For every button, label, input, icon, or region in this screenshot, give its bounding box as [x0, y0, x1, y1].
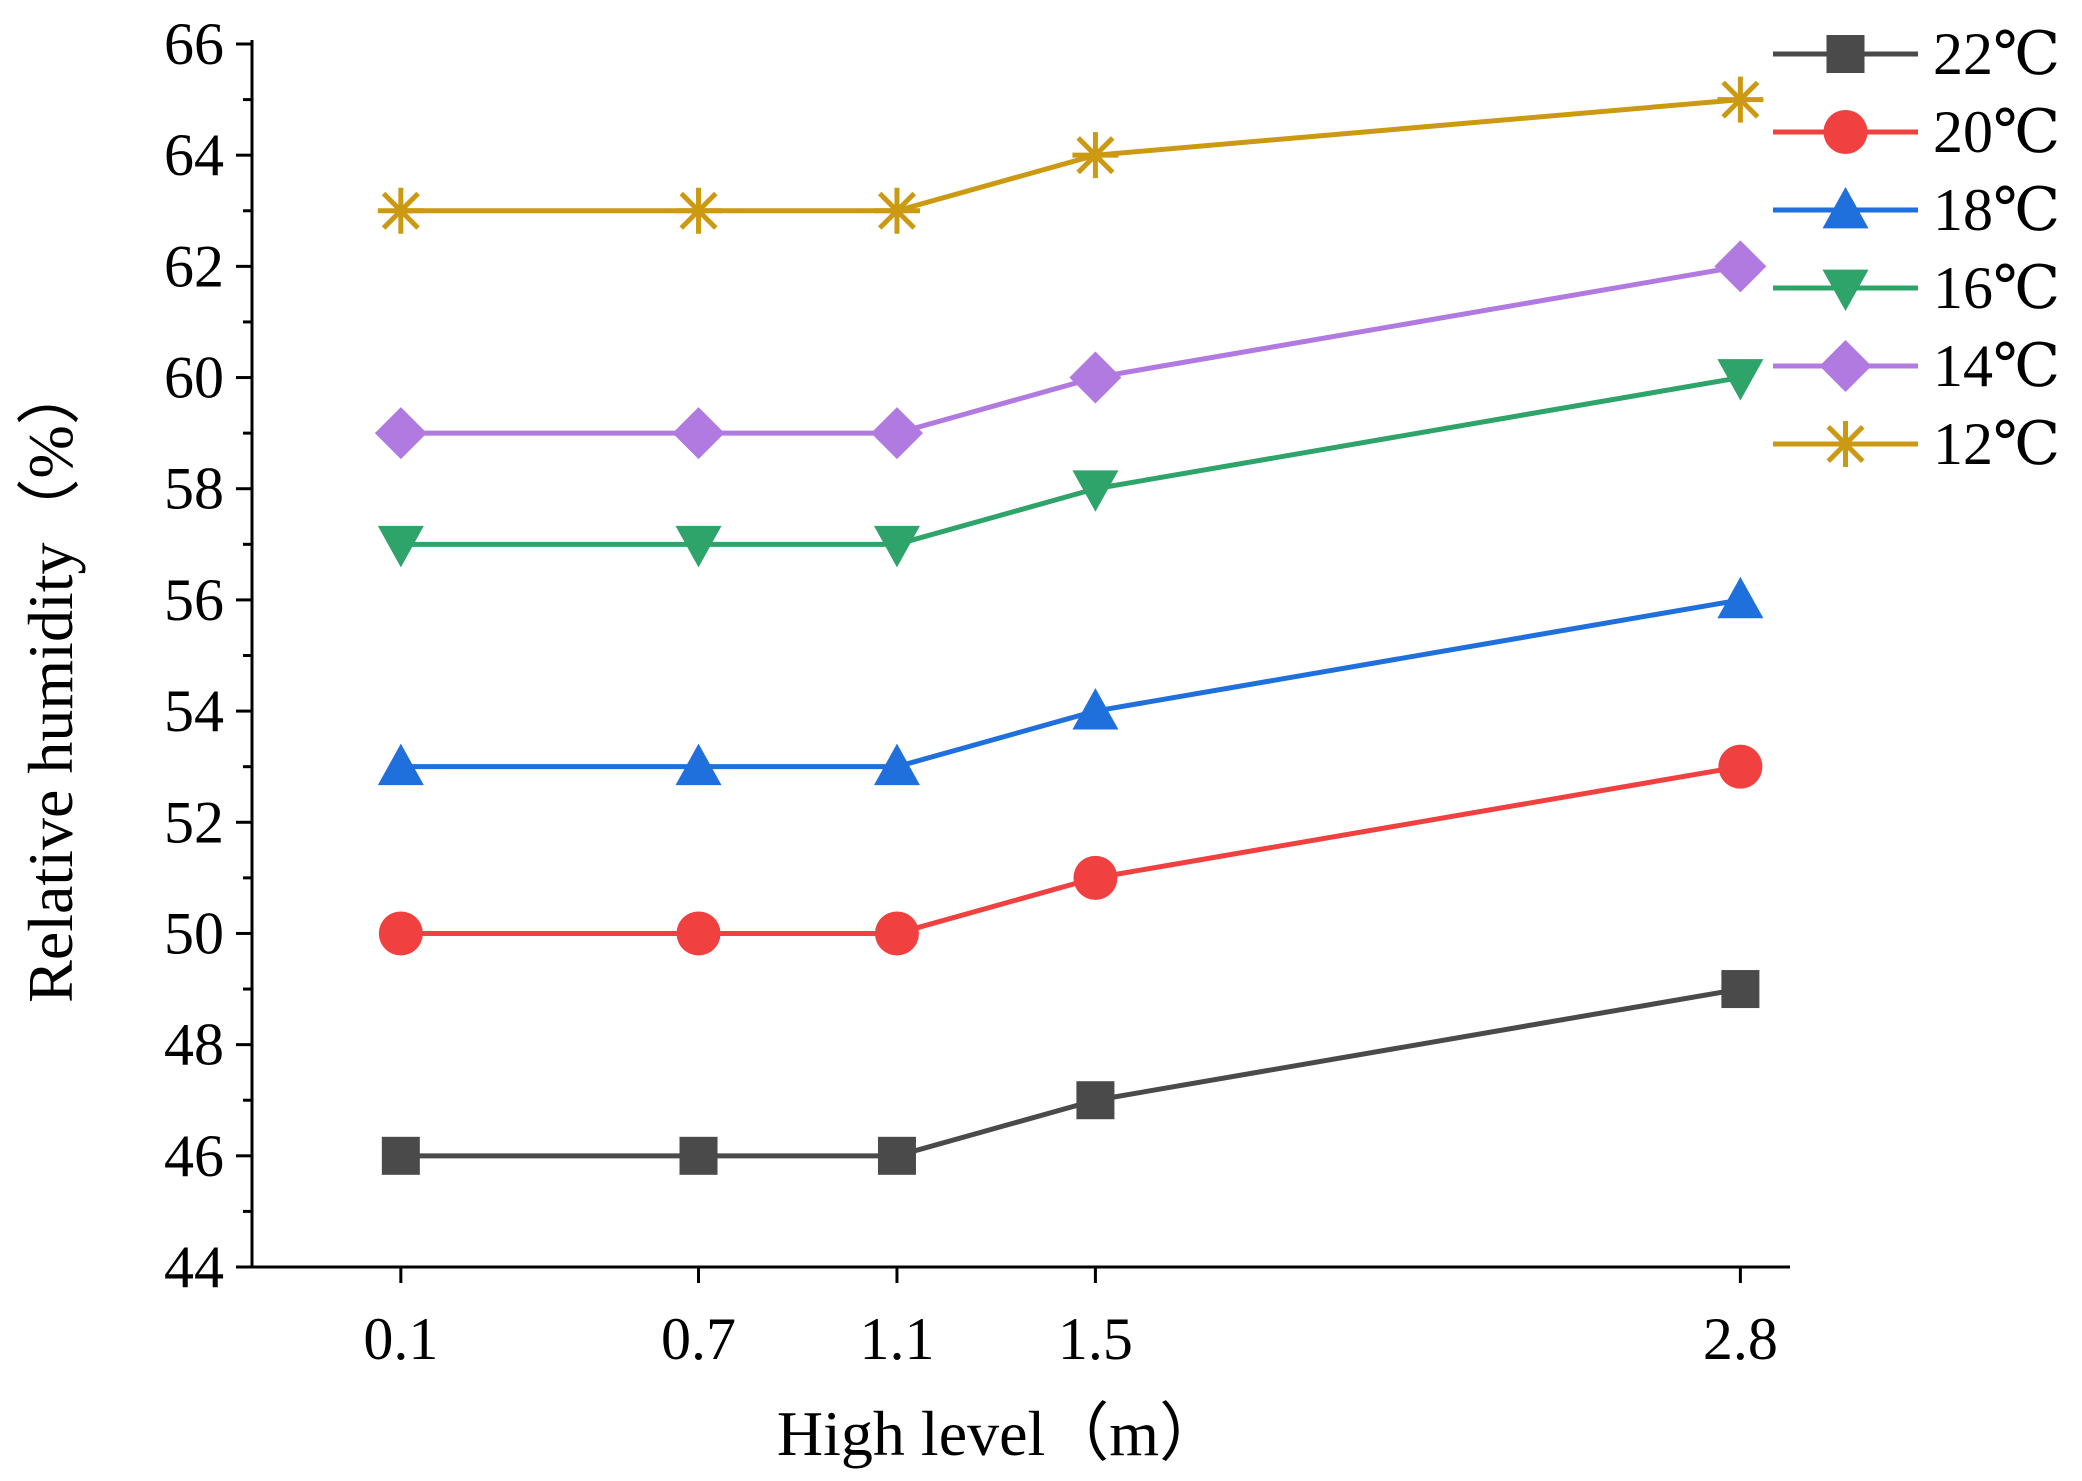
legend-label: 20℃: [1933, 99, 2060, 165]
data-point: [1072, 470, 1119, 512]
data-point: [873, 525, 920, 568]
legend-label: 14℃: [1933, 333, 2060, 399]
legend-item: 20℃: [1773, 99, 2060, 165]
y-tick-label: 50: [164, 900, 224, 966]
legend-marker: [1826, 35, 1865, 73]
data-point: [1073, 855, 1118, 900]
data-point: [672, 407, 725, 460]
legend-label: 18℃: [1933, 177, 2060, 243]
x-tick-label: 0.1: [363, 1306, 438, 1372]
x-axis-title: High level（m）: [777, 1398, 1223, 1469]
data-point: [1076, 1081, 1115, 1120]
series-line: [400, 986, 1741, 1159]
data-point: [873, 187, 920, 234]
x-tick-label: 1.5: [1058, 1306, 1133, 1372]
data-point: [377, 743, 424, 786]
series-1: [378, 744, 1763, 956]
data-point: [877, 1136, 916, 1175]
series-line: [400, 375, 1741, 547]
legend-label: 22℃: [1933, 21, 2060, 87]
x-tick-label: 2.8: [1703, 1306, 1778, 1372]
data-point: [374, 407, 427, 460]
y-tick-label: 66: [164, 11, 224, 77]
legend-marker: [1822, 421, 1869, 467]
data-point: [1714, 240, 1767, 293]
data-point: [870, 407, 923, 460]
legend-item: 14℃: [1773, 333, 2060, 399]
data-point: [1717, 76, 1764, 123]
data-point: [1717, 576, 1764, 619]
series-line: [400, 597, 1741, 770]
series-4: [374, 240, 1767, 460]
y-tick-label: 48: [164, 1012, 224, 1078]
legend-item: 18℃: [1773, 177, 2060, 243]
data-point: [676, 911, 721, 956]
data-point: [1072, 688, 1119, 730]
data-point: [1721, 970, 1760, 1009]
y-tick-label: 44: [164, 1234, 224, 1300]
data-point: [873, 743, 920, 786]
series-3: [377, 359, 1764, 568]
legend-item: 12℃: [1773, 411, 2060, 477]
data-point: [1072, 132, 1119, 179]
series-line: [400, 764, 1741, 936]
series-5: [377, 76, 1764, 234]
data-point: [874, 911, 919, 956]
data-point: [1717, 359, 1764, 401]
y-tick-label: 46: [164, 1123, 224, 1189]
legend-item: 22℃: [1773, 21, 2060, 87]
data-point: [377, 187, 424, 234]
y-tick-label: 58: [164, 456, 224, 522]
legend-label: 16℃: [1933, 255, 2060, 321]
x-tick-label: 1.1: [859, 1306, 934, 1372]
legend-item: 16℃: [1773, 255, 2060, 321]
y-tick-label: 62: [164, 233, 224, 299]
legend-marker: [1823, 110, 1868, 154]
axes: 44 46 48 50 52 54 56 58 60 62 64 66 0.1 0.7 1.1 1.5 2.8: [164, 11, 1790, 1372]
data-point: [679, 1136, 718, 1175]
data-point: [675, 187, 722, 234]
y-tick-label: 54: [164, 678, 224, 744]
series-2: [377, 576, 1764, 786]
series-0: [381, 970, 1760, 1175]
series-line: [400, 263, 1741, 436]
y-axis-title: Relative humidity（%）: [15, 361, 86, 1003]
x-tick-label: 0.7: [661, 1306, 736, 1372]
legend-marker: [1819, 340, 1872, 392]
legend-marker: [1822, 269, 1869, 311]
data-point: [675, 743, 722, 786]
data-point: [675, 525, 722, 568]
legend: 22℃ 20℃ 18℃ 16℃ 14℃ 12℃: [1773, 21, 2060, 477]
data-point: [381, 1136, 420, 1175]
legend-marker: [1822, 187, 1869, 229]
y-tick-label: 52: [164, 789, 224, 855]
data-point: [1069, 351, 1122, 404]
data-point: [1718, 744, 1763, 789]
data-point: [378, 911, 423, 956]
series-line: [400, 97, 1741, 214]
legend-label: 12℃: [1933, 411, 2060, 477]
data-point: [377, 525, 424, 568]
y-tick-label: 56: [164, 567, 224, 633]
y-tick-label: 64: [164, 122, 224, 188]
series-layer: [374, 76, 1767, 1175]
y-tick-label: 60: [164, 345, 224, 411]
